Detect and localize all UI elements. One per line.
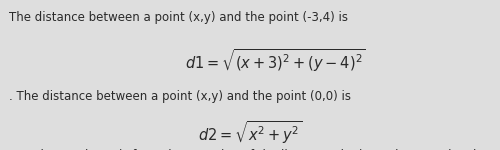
Text: . The distance between a point (x,y) and the point (0,0) is: . The distance between a point (x,y) and… bbox=[9, 90, 351, 103]
Text: $d2 = \sqrt{x^2 + y^2}$: $d2 = \sqrt{x^2 + y^2}$ bbox=[198, 120, 302, 146]
Text: $d1 = \sqrt{(x+3)^2 + (y-4)^2}$: $d1 = \sqrt{(x+3)^2 + (y-4)^2}$ bbox=[184, 48, 366, 74]
Text: . You know what y is from the equation of the line, so substitute that, set d1=d: . You know what y is from the equation o… bbox=[9, 148, 500, 150]
Text: The distance between a point (x,y) and the point (-3,4) is: The distance between a point (x,y) and t… bbox=[9, 11, 348, 24]
